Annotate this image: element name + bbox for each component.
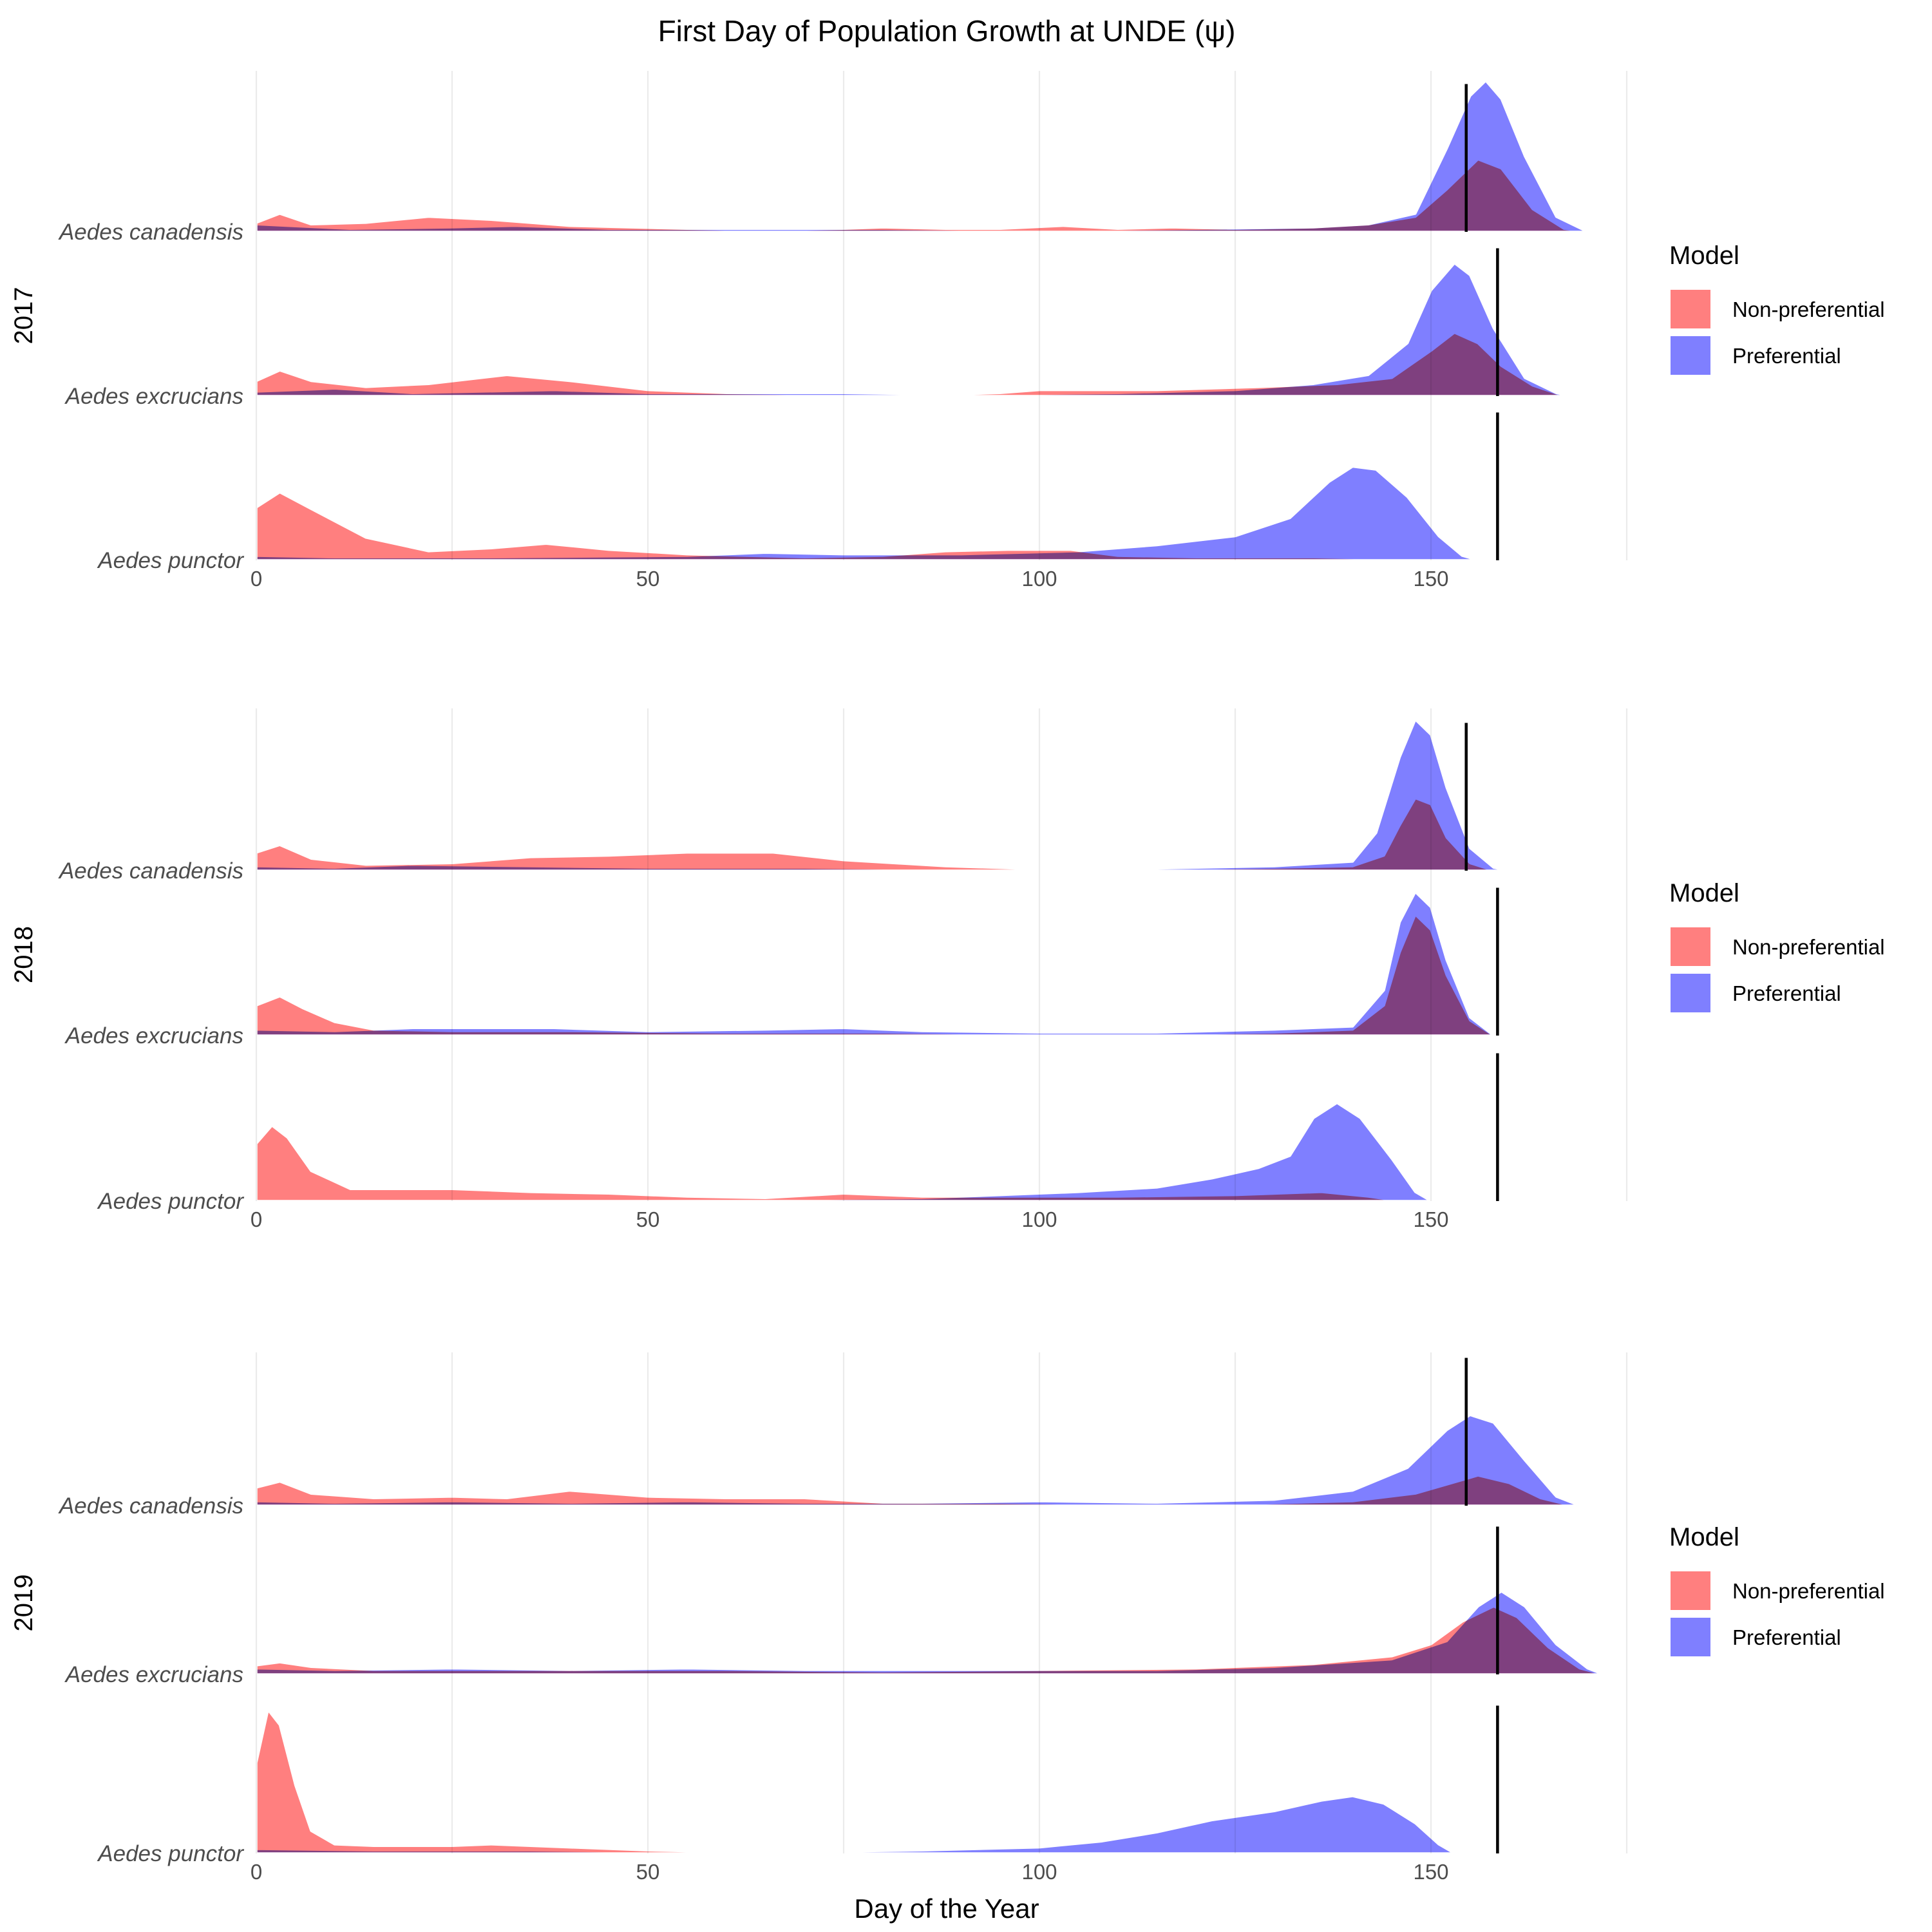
legend-label: Preferential [1732,1625,1841,1649]
species-label: Aedes punctor [97,548,244,573]
density-ridge-non-preferential [255,1605,1605,1676]
x-tick-label: 0 [251,1208,262,1231]
x-tick-label: 0 [251,1860,262,1884]
legend-key-preferential [1671,336,1710,375]
ridge-row [255,1705,1499,1855]
legend-title: Model [1669,879,1739,907]
density-ridge-preferential [255,891,1495,1037]
chart-title: First Day of Population Growth at UNDE (… [658,14,1236,48]
density-ridge-preferential [255,718,1511,872]
x-tick-label: 0 [251,567,262,591]
x-tick-label: 100 [1021,567,1057,591]
legend-label: Non-preferential [1732,1579,1885,1603]
species-label: Aedes excrucians [64,1023,243,1048]
legend-label: Preferential [1732,981,1841,1005]
species-label: Aedes canadensis [58,1493,243,1519]
legend-key-preferential [1671,1618,1710,1656]
species-label: Aedes canadensis [58,220,243,245]
legend-key-non-preferential [1671,290,1710,328]
density-ridge-non-preferential [255,1474,1573,1507]
legend-title: Model [1669,1523,1739,1551]
density-ridge-non-preferential [255,913,1495,1037]
density-ridge-non-preferential [255,797,1495,872]
density-ridge-preferential [255,261,1573,397]
x-tick-label: 50 [636,567,660,591]
x-tick-label: 150 [1413,1860,1448,1884]
legend-label: Non-preferential [1732,935,1885,959]
species-label: Aedes excrucians [64,1662,243,1687]
x-tick-label: 150 [1413,1208,1448,1231]
ridge-row [255,718,1511,872]
legend-key-preferential [1671,974,1710,1012]
legend-key-non-preferential [1671,927,1710,966]
density-ridge-preferential [255,465,1479,562]
facet-year-label: 2018 [10,926,38,983]
facet-2017: Aedes canadensis Aedes excrucians Aedes pu… [10,71,1885,591]
species-label: Aedes canadensis [58,858,243,884]
species-label: Aedes excrucians [64,384,243,409]
density-ridge-non-preferential [255,158,1589,233]
density-ridge-non-preferential [255,491,1472,562]
x-tick-label: 100 [1021,1860,1057,1884]
ridge-row [255,412,1499,562]
ridge-row [255,1526,1605,1676]
x-axis-title: Day of the Year [854,1893,1039,1924]
density-ridge-non-preferential [255,1124,1401,1202]
facet-2019: Aedes canadensis Aedes excrucians Aedes pu… [10,1352,1885,1884]
density-ridge-preferential [255,1414,1581,1507]
x-tick-label: 50 [636,1860,660,1884]
x-tick-label: 50 [636,1208,660,1231]
ridge-row [255,79,1589,233]
legend-label: Non-preferential [1732,298,1885,321]
species-label: Aedes punctor [97,1841,244,1866]
species-label: Aedes punctor [97,1189,244,1214]
legend-label: Preferential [1732,344,1841,368]
density-ridge-non-preferential [255,331,1566,397]
facet-2018: Aedes canadensis Aedes excrucians Aedes pu… [10,708,1885,1231]
density-ridge-non-preferential [255,1709,1432,1855]
x-tick-label: 100 [1021,1208,1057,1231]
facet-year-label: 2017 [10,287,38,345]
facets: Aedes canadensis Aedes excrucians Aedes pu… [10,71,1885,1884]
legend: Model Non-preferential Preferential [1669,242,1885,375]
legend: Model Non-preferential Preferential [1669,1523,1885,1656]
legend: Model Non-preferential Preferential [1669,879,1885,1012]
density-ridge-preferential [255,79,1589,233]
facet-year-label: 2019 [10,1575,38,1632]
ridge-row [255,1053,1499,1202]
legend-title: Model [1669,242,1739,270]
ridge-row [255,1358,1581,1507]
ridge-row [255,248,1573,397]
ridge-row [255,887,1499,1037]
x-tick-label: 150 [1413,567,1448,591]
legend-key-non-preferential [1671,1571,1710,1610]
